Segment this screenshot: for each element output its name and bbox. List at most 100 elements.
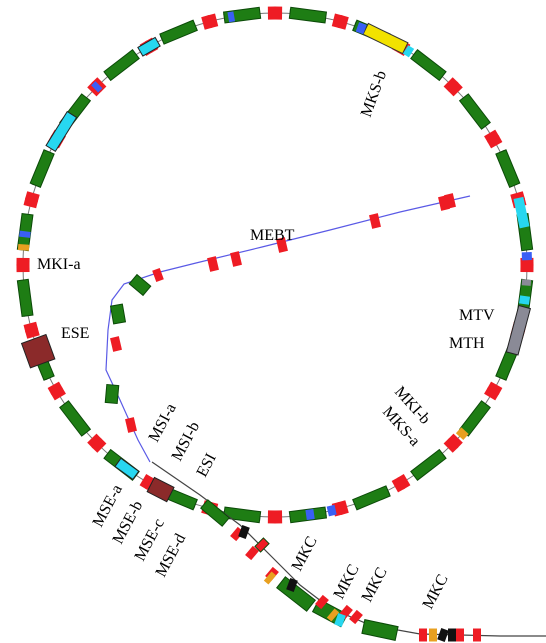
quadrupole-magnet [484, 129, 500, 144]
quadrupole-magnet [87, 81, 103, 97]
quadrupole-magnet [447, 81, 463, 97]
extraction-corrector [429, 628, 437, 642]
kicker-element [19, 230, 31, 238]
quadrupole-magnet [520, 263, 534, 273]
extraction-magnet [254, 537, 270, 553]
mebt-quadrupole [110, 336, 122, 352]
quadrupole-magnet [87, 433, 103, 449]
extraction-corrector [326, 608, 340, 622]
quadrupole-magnet [91, 437, 107, 453]
quadrupole-magnet [201, 15, 213, 30]
dipole-magnet [59, 400, 92, 437]
quadrupole-magnet [91, 77, 107, 93]
extraction-quadrupole [456, 628, 464, 642]
kicker-mki-a [17, 244, 30, 251]
dipole-magnet [458, 93, 491, 130]
quadrupole-magnet [16, 263, 30, 273]
monitor-mtv-mth [505, 304, 532, 356]
mebt-dipole [109, 303, 127, 325]
quadrupole-magnet [267, 510, 277, 524]
monitor-element [45, 110, 78, 153]
label-msi-a: MSI-a [146, 401, 180, 445]
mebt-quadrupole [207, 256, 219, 272]
kicker-element [355, 22, 367, 35]
extraction-drift [238, 524, 250, 540]
kicker-mki-b [455, 427, 469, 440]
extraction-drift [437, 627, 449, 643]
mebt-quadrupole [125, 417, 137, 433]
quadrupole-magnet [139, 474, 154, 490]
mebt-dipole [104, 383, 120, 405]
quadrupole-magnet [50, 386, 66, 401]
extraction-drift [334, 612, 346, 628]
quadrupole-magnet [391, 477, 405, 493]
extraction-quadrupole [419, 628, 427, 642]
kicker-element [326, 504, 337, 517]
quadrupole-magnet [23, 197, 39, 209]
kicker-mks-b [362, 22, 409, 55]
kicker-element [305, 509, 315, 521]
dipole-magnet [352, 485, 391, 511]
septum-msi [114, 457, 140, 481]
quadrupole-magnet [337, 500, 349, 515]
extraction-drift [286, 577, 298, 593]
extraction-drift [448, 628, 456, 642]
label-msi-b: MSI-b [169, 419, 204, 464]
extraction-magnet [361, 619, 399, 641]
extraction-corrector [263, 571, 277, 585]
quadrupole-magnet [331, 13, 343, 29]
quadrupole-magnet [487, 135, 503, 149]
kicker-element [91, 81, 103, 93]
mebt-quadrupole [438, 195, 450, 211]
extraction-quadrupole [473, 628, 481, 642]
extraction-magnet [200, 499, 230, 527]
quadrupole-magnet [443, 437, 459, 453]
dipole-magnet [288, 6, 328, 24]
mebt-quadrupole [369, 213, 381, 229]
dipole-magnet [159, 19, 198, 45]
extraction-magnet [276, 576, 316, 612]
extraction-quadrupole [349, 609, 363, 625]
septum-ese [20, 333, 56, 369]
monitor-element [137, 36, 161, 57]
label-mth: MTH [449, 335, 485, 352]
quadrupole-magnet [447, 433, 463, 449]
quadrupole-magnet [273, 510, 283, 524]
drift-element [521, 279, 532, 286]
septum-esi [146, 476, 175, 503]
label-mki-a: MKI-a [37, 256, 81, 273]
dipole-magnet [103, 49, 140, 82]
quadrupole-magnet [484, 386, 500, 401]
label-esi: ESI [194, 451, 220, 480]
quadrupole-magnet [47, 381, 63, 395]
quadrupole-magnet [396, 474, 411, 490]
label-mtv: MTV [459, 307, 495, 324]
quadrupole-magnet [25, 327, 40, 339]
dipole-magnet [29, 149, 55, 188]
mebt-quadrupole [230, 251, 242, 267]
mebt-beamline [105, 195, 471, 463]
beam-monitor [402, 45, 415, 58]
quadrupole-magnet [443, 77, 459, 93]
mebt-quadrupole [276, 237, 288, 253]
beam-monitor [519, 295, 531, 305]
dipole-magnet [495, 149, 521, 188]
label-ese: ESE [61, 325, 89, 342]
label-mkc-3: MKC [359, 565, 391, 605]
quadrupole-magnet [487, 381, 503, 395]
extraction-quadrupole [315, 594, 329, 610]
label-mks-b: MKS-b [358, 68, 390, 119]
label-mkc-4: MKC [420, 572, 452, 612]
label-mkc-1: MKC [289, 534, 321, 574]
mebt-dipole [128, 273, 152, 297]
label-mkc-2: MKC [331, 562, 363, 602]
monitor-element [513, 196, 530, 229]
quadrupole-magnet [267, 6, 277, 20]
quadrupole-magnet [16, 257, 30, 267]
extraction-quadrupole [245, 545, 259, 561]
dipole-magnet [222, 506, 262, 524]
dipole-magnet [16, 278, 34, 318]
dipole-magnet [410, 49, 447, 82]
mebt-quadrupole [152, 267, 164, 283]
